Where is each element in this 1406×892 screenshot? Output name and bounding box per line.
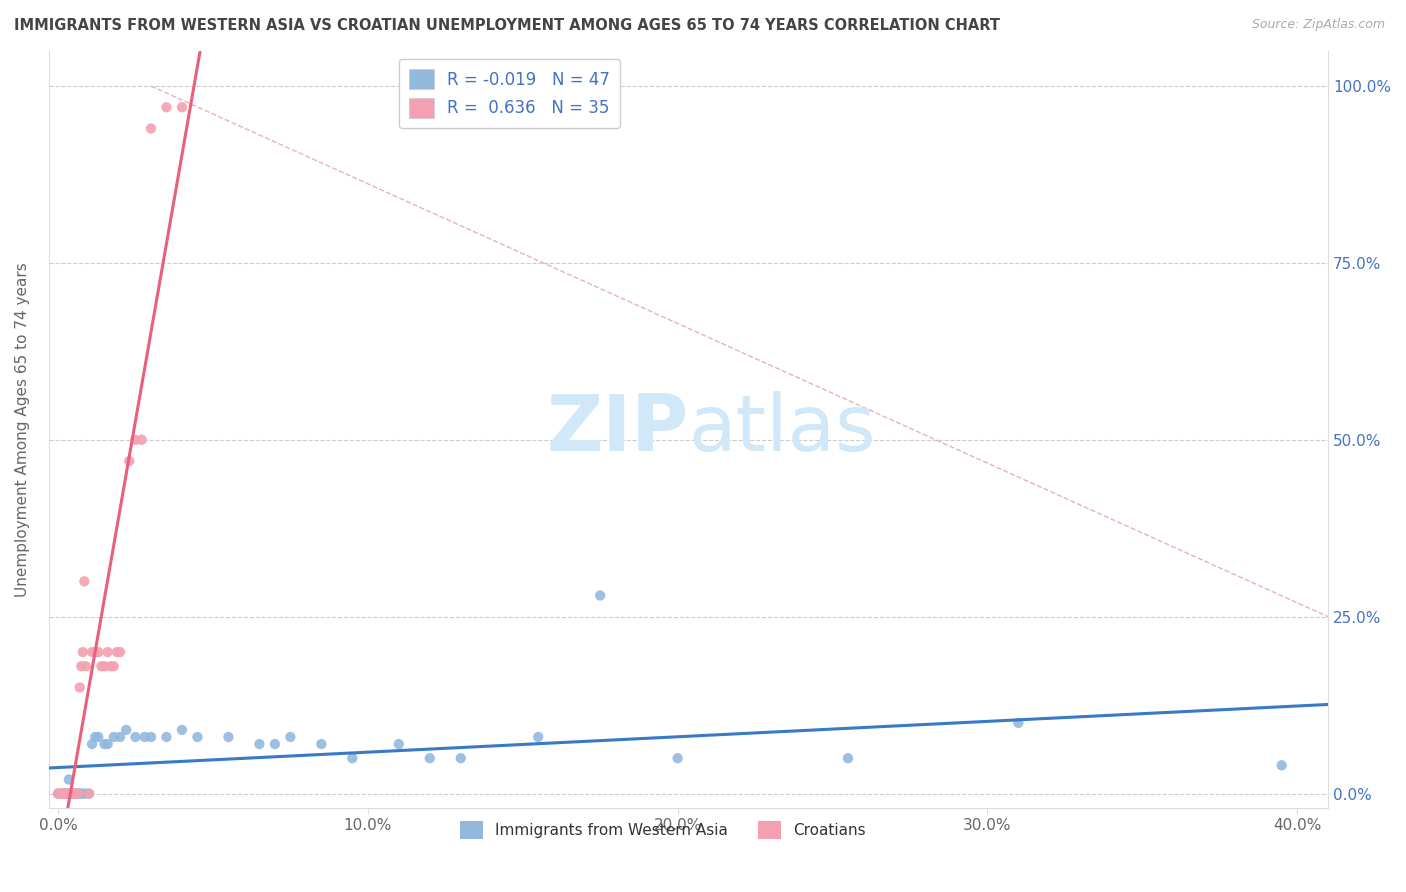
Point xyxy=(82,645,104,659)
Point xyxy=(1271,758,1294,772)
Point xyxy=(59,787,82,801)
Point xyxy=(103,730,125,744)
Point xyxy=(73,574,96,589)
Point xyxy=(131,433,153,447)
Point xyxy=(77,787,100,801)
Text: ZIP: ZIP xyxy=(546,392,689,467)
Point xyxy=(62,787,84,801)
Point xyxy=(103,659,125,673)
Point xyxy=(60,787,83,801)
Text: Source: ZipAtlas.com: Source: ZipAtlas.com xyxy=(1251,18,1385,31)
Point xyxy=(342,751,364,765)
Point xyxy=(100,659,122,673)
Point xyxy=(527,730,550,744)
Point xyxy=(837,751,859,765)
Point xyxy=(53,787,76,801)
Point xyxy=(58,772,80,787)
Point xyxy=(46,787,69,801)
Point xyxy=(59,787,82,801)
Point xyxy=(87,645,110,659)
Point xyxy=(67,787,90,801)
Point xyxy=(450,751,472,765)
Point xyxy=(62,787,84,801)
Point xyxy=(55,787,77,801)
Point xyxy=(186,730,208,744)
Point xyxy=(75,659,97,673)
Point xyxy=(70,787,93,801)
Point xyxy=(139,121,162,136)
Point xyxy=(55,787,77,801)
Point xyxy=(247,737,270,751)
Point xyxy=(70,659,93,673)
Point xyxy=(58,787,80,801)
Text: atlas: atlas xyxy=(689,392,876,467)
Point xyxy=(93,659,115,673)
Point xyxy=(63,787,86,801)
Point xyxy=(93,737,115,751)
Point xyxy=(139,730,162,744)
Point xyxy=(155,100,177,114)
Point xyxy=(105,645,128,659)
Point xyxy=(108,730,131,744)
Point xyxy=(118,454,141,468)
Point xyxy=(264,737,287,751)
Point xyxy=(53,787,76,801)
Point xyxy=(75,787,97,801)
Point xyxy=(155,730,177,744)
Point xyxy=(97,737,120,751)
Point xyxy=(84,645,107,659)
Point xyxy=(124,730,146,744)
Point xyxy=(49,787,72,801)
Point xyxy=(46,787,69,801)
Point xyxy=(108,645,131,659)
Point xyxy=(311,737,333,751)
Point xyxy=(87,730,110,744)
Point xyxy=(666,751,689,765)
Point xyxy=(90,659,112,673)
Point xyxy=(49,787,72,801)
Point xyxy=(115,723,138,737)
Point xyxy=(1007,715,1029,730)
Point xyxy=(388,737,411,751)
Point xyxy=(82,737,104,751)
Point xyxy=(52,787,75,801)
Point xyxy=(63,787,86,801)
Point xyxy=(84,730,107,744)
Point xyxy=(280,730,302,744)
Point xyxy=(589,589,612,603)
Legend: Immigrants from Western Asia, Croatians: Immigrants from Western Asia, Croatians xyxy=(454,814,872,846)
Point xyxy=(419,751,441,765)
Point xyxy=(56,787,79,801)
Point xyxy=(124,433,146,447)
Point xyxy=(217,730,239,744)
Point xyxy=(56,787,79,801)
Point xyxy=(67,787,90,801)
Point xyxy=(77,787,100,801)
Text: IMMIGRANTS FROM WESTERN ASIA VS CROATIAN UNEMPLOYMENT AMONG AGES 65 TO 74 YEARS : IMMIGRANTS FROM WESTERN ASIA VS CROATIAN… xyxy=(14,18,1000,33)
Point xyxy=(170,100,193,114)
Point xyxy=(69,787,91,801)
Y-axis label: Unemployment Among Ages 65 to 74 years: Unemployment Among Ages 65 to 74 years xyxy=(15,262,30,597)
Point xyxy=(72,645,94,659)
Point xyxy=(170,723,193,737)
Point xyxy=(134,730,156,744)
Point xyxy=(69,681,91,695)
Point xyxy=(66,787,89,801)
Point xyxy=(72,787,94,801)
Point xyxy=(66,787,89,801)
Point xyxy=(52,787,75,801)
Point xyxy=(97,645,120,659)
